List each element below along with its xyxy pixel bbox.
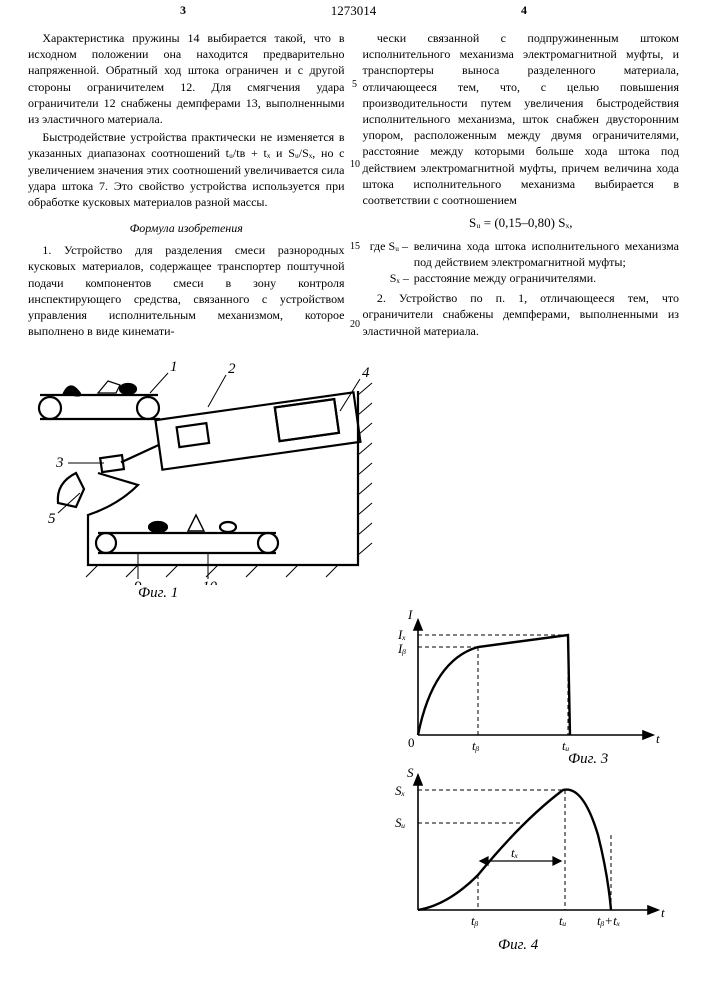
left-para-3: 1. Устройство для разделения смеси разно… <box>28 242 345 339</box>
line-number: 20 <box>350 318 360 332</box>
where-sym-1: Sᵤ – <box>388 239 408 253</box>
figure-4: S Sₓ Sᵤ tᵦ tᵤ tᵦ+tₓ tₓ t <box>373 765 673 945</box>
figure-1: 1 2 4 3 5 9 10 <box>28 355 388 585</box>
document-number: 1273014 <box>331 2 377 20</box>
svg-text:0: 0 <box>408 735 415 750</box>
where-1-symbol: где Sᵤ – <box>370 238 414 270</box>
right-para-2: 2. Устройство по п. 1, отличающееся тем,… <box>363 290 680 339</box>
claims-heading: Формула изобретения <box>28 220 345 236</box>
right-column: чески связанной с подпружиненным штоком … <box>363 30 680 341</box>
where-2-text: расстояние между ограничителями. <box>414 270 679 286</box>
fig4-x-axis: t <box>661 905 665 920</box>
callout-4: 4 <box>362 365 370 381</box>
fig3-y-axis: I <box>407 607 413 622</box>
callout-3: 3 <box>55 455 64 471</box>
where-label: где <box>370 239 386 253</box>
callout-2: 2 <box>228 361 236 377</box>
callout-5: 5 <box>48 511 56 527</box>
callout-10: 10 <box>202 579 218 585</box>
where-block: где Sᵤ – величина хода штока исполнитель… <box>370 238 679 287</box>
fig4-tick-tx: tₓ <box>511 845 519 860</box>
right-para-1: чески связанной с подпружиненным штоком … <box>363 30 680 208</box>
fig4-tick-Sx: Sₓ <box>395 783 406 798</box>
where-1-text: величина хода штока исполнительного меха… <box>414 238 679 270</box>
figure-3: I Iₓ Iᵦ 0 tᵦ tᵤ t <box>378 605 668 765</box>
where-2-symbol: Sₓ – <box>370 270 414 286</box>
callout-1: 1 <box>170 359 178 375</box>
left-para-2: Быстродействие устройства практически не… <box>28 129 345 210</box>
figure-4-label: Фиг. 4 <box>498 935 538 955</box>
line-number: 10 <box>350 158 360 172</box>
page-number-right: 4 <box>521 2 527 18</box>
formula: Sᵤ = (0,15–0,80) Sₓ, <box>363 214 680 232</box>
fig3-x-axis: t <box>656 731 660 746</box>
fig4-tick-Su: Sᵤ <box>395 815 406 830</box>
fig4-y-axis: S <box>407 765 414 780</box>
fig3-tick-Ix: Iₓ <box>397 627 406 642</box>
text-columns: Характеристика пружины 14 выбирается так… <box>28 30 679 341</box>
line-number: 15 <box>350 240 360 254</box>
figures-area: 1 2 4 3 5 9 10 Фиг. 1 <box>28 355 679 915</box>
fig3-tick-Ib: Iᵦ <box>397 641 406 656</box>
figure-1-label: Фиг. 1 <box>138 583 178 603</box>
page-number-left: 3 <box>180 2 186 18</box>
fig4-tick-tbtx: tᵦ+tₓ <box>597 913 621 928</box>
line-number: 5 <box>352 78 357 92</box>
fig3-tick-tb: tᵦ <box>472 738 480 753</box>
fig4-tick-tu: tᵤ <box>559 913 567 928</box>
left-para-1: Характеристика пружины 14 выбирается так… <box>28 30 345 127</box>
fig4-tick-tb: tᵦ <box>471 913 479 928</box>
left-column: Характеристика пружины 14 выбирается так… <box>28 30 345 341</box>
